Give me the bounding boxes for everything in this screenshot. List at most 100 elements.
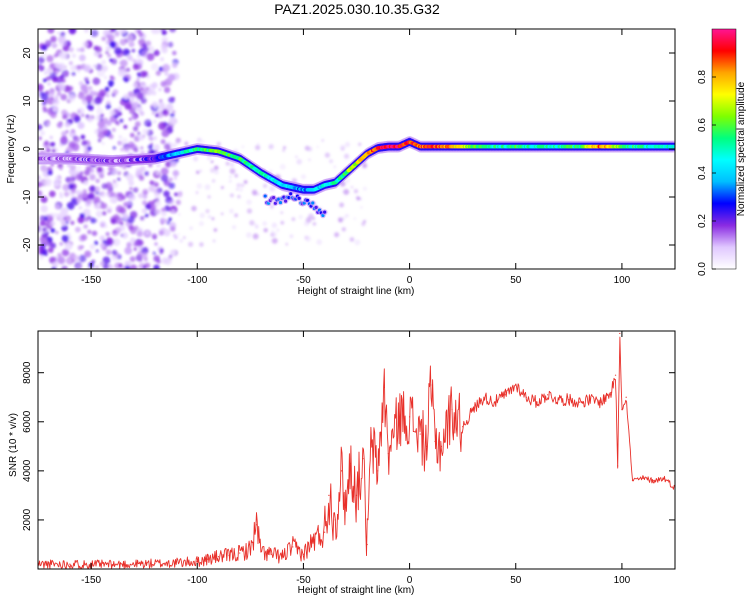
noise-speckle — [105, 249, 112, 256]
noise-speckle — [129, 132, 135, 138]
noise-speckle — [60, 207, 69, 216]
noise-speckle — [144, 119, 152, 128]
noise-speckle — [187, 241, 194, 247]
noise-speckle — [316, 145, 319, 149]
noise-speckle — [68, 29, 77, 34]
noise-speckle — [56, 122, 63, 129]
noise-speckle — [41, 51, 47, 58]
noise-speckle — [100, 202, 108, 210]
noise-speckle — [87, 229, 92, 235]
noise-speckle — [68, 61, 73, 66]
noise-speckle — [168, 96, 175, 104]
snr-data-point — [430, 384, 432, 386]
noise-speckle — [172, 50, 177, 56]
snr-data-point — [377, 470, 379, 472]
noise-speckle — [148, 185, 155, 192]
noise-speckle — [65, 256, 74, 265]
noise-speckle — [83, 65, 91, 73]
noise-speckle — [59, 194, 64, 199]
noise-speckle — [305, 217, 312, 223]
noise-speckle — [121, 137, 128, 144]
noise-speckle — [47, 247, 54, 254]
noise-speckle — [169, 160, 177, 168]
noise-speckle — [356, 196, 361, 201]
noise-speckle — [141, 50, 149, 58]
noise-speckle — [39, 130, 46, 136]
noise-speckle — [120, 147, 124, 152]
snr-data-point — [425, 445, 428, 447]
noise-speckle — [106, 34, 111, 39]
snr-data-point — [504, 394, 506, 396]
noise-speckle — [142, 128, 149, 135]
noise-speckle — [119, 207, 127, 215]
snr-data-point — [619, 332, 621, 335]
noise-speckle — [144, 213, 149, 218]
snr-data-point — [525, 396, 527, 398]
noise-speckle — [152, 251, 157, 255]
noise-speckle — [112, 238, 121, 247]
noise-speckle — [74, 202, 78, 206]
snr-data-point — [451, 408, 453, 411]
noise-speckle — [151, 82, 158, 89]
noise-speckle — [40, 243, 46, 249]
noise-speckle — [38, 181, 42, 188]
noise-speckle — [112, 146, 116, 150]
noise-speckle — [341, 227, 347, 232]
noise-speckle — [176, 191, 183, 198]
noise-speckle — [136, 92, 144, 100]
noise-speckle — [87, 146, 92, 151]
noise-speckle — [153, 187, 162, 196]
noise-speckle — [102, 256, 111, 265]
noise-speckle — [362, 186, 367, 191]
noise-speckle — [153, 255, 161, 262]
noise-speckle — [107, 208, 112, 214]
snr-trace — [38, 336, 675, 569]
noise-speckle — [169, 226, 176, 232]
noise-speckle — [169, 249, 177, 256]
noise-speckle — [59, 35, 66, 43]
noise-speckle — [127, 200, 132, 206]
snr-data-point — [256, 524, 258, 526]
snr-plot-area — [38, 331, 675, 569]
noise-speckle — [132, 126, 139, 132]
noise-speckle — [97, 138, 102, 143]
noise-speckle — [158, 230, 165, 236]
noise-speckle — [78, 254, 87, 263]
noise-speckle — [251, 189, 258, 196]
snr-data-point — [249, 548, 251, 550]
noise-speckle — [109, 196, 116, 204]
noise-speckle — [254, 224, 259, 229]
snr-x-axis-label: Height of straight line (km) — [298, 585, 415, 596]
colorbar-tick-label: 0.8 — [697, 70, 708, 84]
noise-speckle — [79, 64, 85, 70]
noise-speckle — [171, 143, 177, 149]
noise-speckle — [241, 145, 245, 149]
noise-speckle — [141, 252, 148, 259]
noise-speckle — [77, 92, 85, 100]
noise-speckle — [199, 212, 205, 219]
noise-speckle — [65, 130, 69, 134]
noise-speckle — [89, 173, 96, 181]
snr-frame — [37, 330, 676, 570]
noise-speckle — [95, 63, 103, 71]
x-tick-label: 100 — [614, 275, 631, 286]
noise-speckle — [95, 210, 103, 218]
noise-speckle — [210, 160, 214, 164]
noise-speckle — [98, 89, 107, 97]
y-tick-label: -10 — [22, 189, 33, 204]
noise-speckle — [171, 109, 176, 114]
noise-speckle — [50, 35, 57, 43]
noise-speckle — [163, 190, 170, 198]
x-tick-label: -50 — [296, 275, 311, 286]
x-tick-label: -150 — [81, 575, 101, 586]
noise-speckle — [91, 259, 96, 264]
noise-speckle — [163, 218, 169, 224]
snr-data-point — [472, 408, 474, 411]
noise-speckle — [55, 182, 59, 187]
noise-speckle — [316, 239, 323, 245]
noise-speckle — [343, 188, 350, 195]
noise-speckle — [136, 239, 144, 247]
x-tick-label: -150 — [81, 275, 101, 286]
y-tick-label: 10 — [22, 95, 33, 107]
noise-speckle — [97, 131, 105, 139]
